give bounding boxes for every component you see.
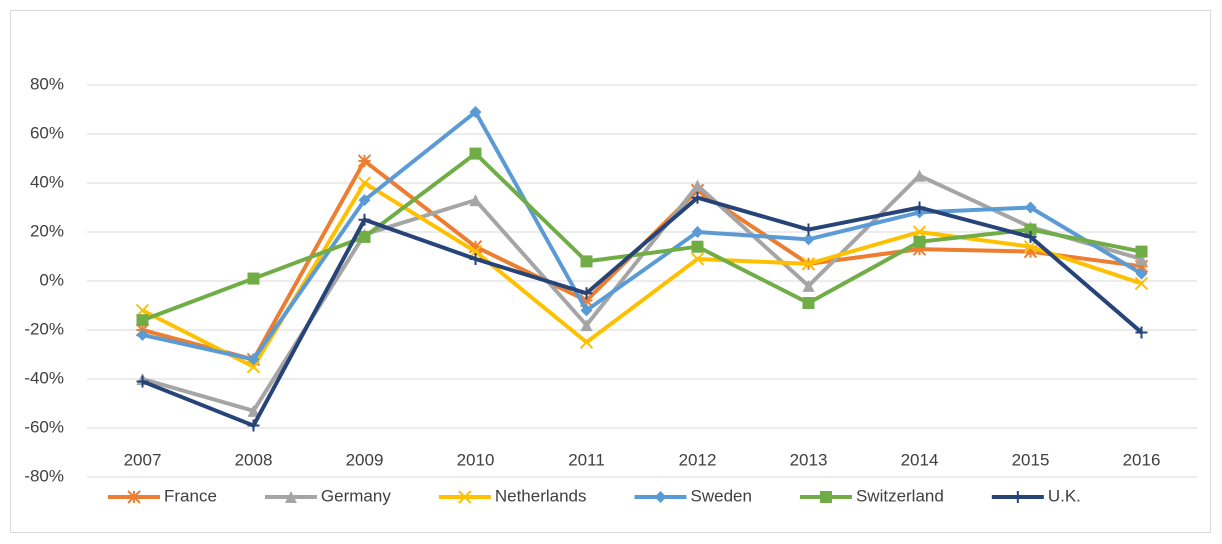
y-tick-label: 0% [39,270,64,289]
legend-label: Switzerland [856,486,944,505]
data-point [1134,259,1149,274]
x-tick-label: 2016 [1123,450,1161,469]
series-line [141,151,1142,323]
legend-marker [284,491,297,503]
x-tick-label: 2007 [124,450,162,469]
data-point [357,176,372,190]
x-tick-label: 2011 [568,450,605,469]
data-point [247,404,260,417]
x-tick-label: 2015 [1012,450,1050,469]
data-point [136,375,149,388]
data-point [691,179,704,192]
y-tick-label: -80% [24,466,64,485]
data-point [358,213,371,226]
legend-marker [458,490,472,504]
data-point [136,328,149,341]
data-point [1024,223,1037,236]
y-tick-label: -40% [24,368,64,387]
data-point [247,353,260,366]
data-point [136,314,149,327]
x-tick-label: 2008 [235,450,273,469]
data-point [469,147,482,160]
data-point [912,242,927,256]
data-point [580,287,593,300]
data-point [579,293,594,308]
y-tick-label: 80% [30,74,64,93]
legend-marker [654,491,667,503]
legend-label: U.K. [1048,486,1081,505]
data-point [469,252,482,265]
legend-marker [1011,491,1024,503]
data-point [580,319,593,332]
series-line [141,181,1143,369]
data-point [1024,230,1037,243]
legend-label: Germany [321,486,391,505]
y-tick-label: 20% [30,221,64,240]
data-point [913,169,926,182]
series-line [141,195,1143,428]
x-tick-label: 2012 [679,450,717,469]
legend-label: France [164,486,217,505]
series-line [142,109,1143,362]
data-point [580,255,593,268]
y-tick-label: -60% [24,417,64,436]
y-tick-label: 40% [30,172,64,191]
legend-label: Sweden [691,486,752,505]
x-tick-label: 2009 [346,450,384,469]
y-tick-label: -20% [24,319,64,338]
data-point [247,419,260,432]
data-point [1134,276,1149,291]
data-point [1023,244,1038,259]
x-tick-label: 2014 [901,450,939,469]
data-point [246,360,261,374]
data-point [801,257,816,271]
data-point [1135,267,1148,280]
data-point [469,105,482,118]
data-point [468,239,483,254]
data-point [691,240,704,253]
data-point [690,252,705,266]
x-tick-label: 2013 [790,450,828,469]
data-point [913,235,926,248]
x-tick-label: 2010 [457,450,495,469]
data-point [580,304,593,317]
y-tick-label: 60% [30,123,64,142]
data-point [913,201,926,214]
data-point [691,226,704,238]
data-point [1135,245,1148,258]
data-point [358,194,371,207]
data-point [469,194,482,207]
legend-marker [819,491,832,503]
data-point [1135,252,1148,265]
legend-marker [127,490,141,504]
data-point [358,230,371,243]
data-point [802,297,815,310]
data-point [802,223,815,236]
data-point [357,154,372,168]
legend-label: Netherlands [495,486,587,505]
data-point [579,335,594,349]
data-point [691,191,704,204]
data-point [1135,326,1148,339]
data-point [802,279,815,292]
data-point [1024,201,1037,214]
data-point [802,233,815,246]
data-point [247,272,260,285]
